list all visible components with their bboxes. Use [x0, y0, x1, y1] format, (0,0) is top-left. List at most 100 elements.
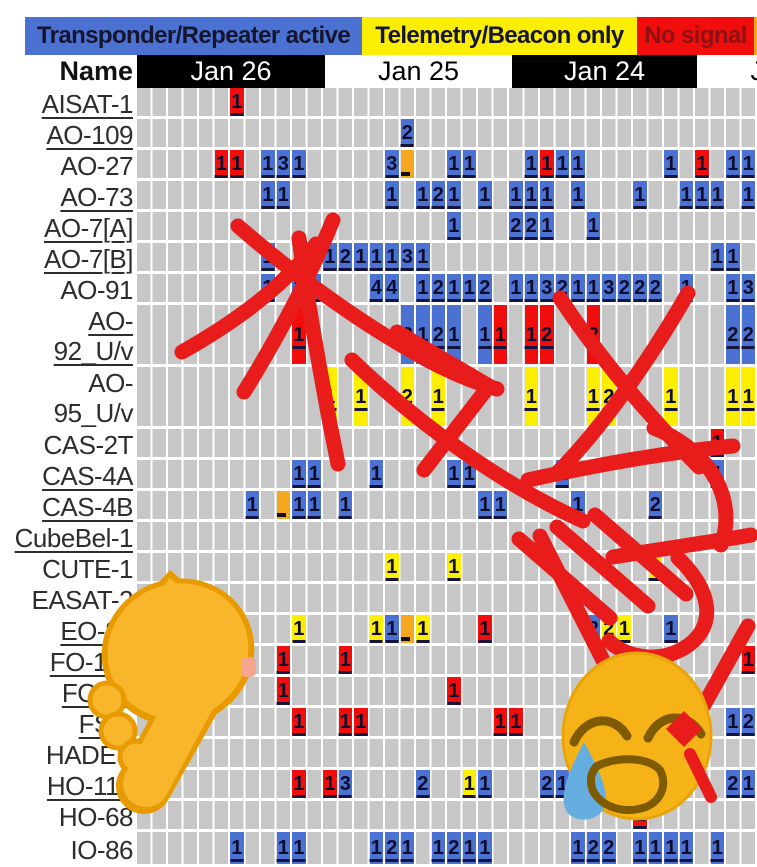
satellite-name-link[interactable]: AO- 92_U/v	[53, 306, 134, 366]
status-cell[interactable]: 1	[462, 832, 476, 864]
status-cell[interactable]: 2	[478, 274, 492, 302]
status-cell[interactable]: 2	[431, 181, 445, 209]
status-cell[interactable]: 2	[648, 491, 662, 519]
status-cell[interactable]: 1	[664, 367, 678, 426]
status-cell[interactable]: 2	[400, 305, 414, 364]
status-cell[interactable]: 1	[493, 305, 507, 364]
status-cell[interactable]: 1	[338, 646, 352, 674]
status-cell[interactable]: 1	[710, 243, 724, 271]
status-cell[interactable]: 1	[695, 181, 709, 209]
status-cell[interactable]: 1	[509, 274, 523, 302]
status-cell[interactable]: 1	[726, 243, 740, 271]
status-cell[interactable]: 1	[571, 832, 585, 864]
status-cell[interactable]: 1	[230, 88, 244, 116]
status-cell[interactable]: 1	[416, 305, 430, 364]
status-cell[interactable]: 1	[276, 181, 290, 209]
status-cell[interactable]: 1	[292, 491, 306, 519]
satellite-name-link[interactable]: CAS-4A	[42, 460, 133, 491]
satellite-name-link[interactable]: FO-29	[61, 677, 134, 708]
status-cell[interactable]: 1	[664, 832, 678, 864]
status-cell[interactable]: 1	[726, 708, 740, 736]
status-cell[interactable]: 2	[447, 832, 461, 864]
status-cell[interactable]: 3	[540, 274, 554, 302]
status-cell[interactable]: 1	[633, 181, 647, 209]
status-cell[interactable]: 1	[447, 150, 461, 178]
status-cell[interactable]: 1	[695, 150, 709, 178]
status-cell[interactable]: 1	[214, 150, 228, 178]
status-cell[interactable]: 2	[385, 832, 399, 864]
status-cell[interactable]: 2	[540, 770, 554, 798]
status-cell[interactable]: 1	[648, 553, 662, 581]
status-cell[interactable]: 1	[292, 832, 306, 864]
status-cell[interactable]: 1	[431, 367, 445, 426]
status-cell[interactable]: 2	[726, 305, 740, 364]
status-cell[interactable]: 1	[478, 305, 492, 364]
status-cell[interactable]: 1	[292, 708, 306, 736]
satellite-name-link[interactable]: AO-7[B]	[44, 243, 133, 274]
status-cell[interactable]: 2	[633, 274, 647, 302]
status-cell[interactable]: 1	[447, 181, 461, 209]
status-cell[interactable]: 1	[664, 150, 678, 178]
status-cell[interactable]: 1	[369, 615, 383, 643]
status-cell[interactable]: 1	[369, 832, 383, 864]
status-cell[interactable]: 1	[245, 491, 259, 519]
status-cell[interactable]: 1	[726, 150, 740, 178]
status-cell[interactable]: 1	[292, 150, 306, 178]
status-cell[interactable]: 1	[307, 460, 321, 488]
status-cell[interactable]: 1	[741, 367, 755, 426]
status-cell[interactable]	[400, 150, 414, 178]
satellite-name-link[interactable]: AO-109	[46, 119, 133, 150]
status-cell[interactable]: 2	[524, 212, 538, 240]
status-cell[interactable]: 1	[447, 677, 461, 705]
status-cell[interactable]: 1	[478, 491, 492, 519]
satellite-name-link[interactable]: AISAT-1	[41, 88, 134, 119]
status-cell[interactable]: 1	[540, 150, 554, 178]
status-cell[interactable]: 1	[416, 615, 430, 643]
status-cell[interactable]: 3	[602, 274, 616, 302]
status-cell[interactable]: 2	[540, 305, 554, 364]
status-cell[interactable]: 1	[431, 832, 445, 864]
status-cell[interactable]: 1	[555, 460, 569, 488]
status-cell[interactable]: 1	[292, 305, 306, 364]
status-cell[interactable]: 3	[400, 243, 414, 271]
status-cell[interactable]: 1	[261, 243, 275, 271]
status-cell[interactable]: 1	[276, 677, 290, 705]
status-cell[interactable]: 1	[555, 150, 569, 178]
satellite-name-link[interactable]: HO-113	[46, 770, 134, 801]
status-cell[interactable]: 1	[462, 460, 476, 488]
status-cell[interactable]: 1	[276, 832, 290, 864]
satellite-name-link[interactable]: FO-118	[49, 646, 134, 677]
status-cell[interactable]: 2	[602, 832, 616, 864]
status-cell[interactable]: 1	[416, 274, 430, 302]
status-cell[interactable]: 1	[524, 274, 538, 302]
status-cell[interactable]: 1	[509, 181, 523, 209]
status-cell[interactable]: 1	[369, 243, 383, 271]
status-cell[interactable]: 1	[276, 646, 290, 674]
status-cell[interactable]: 1	[679, 832, 693, 864]
status-cell[interactable]: 1	[524, 367, 538, 426]
status-cell[interactable]: 1	[524, 150, 538, 178]
status-cell[interactable]: 1	[416, 181, 430, 209]
status-cell[interactable]: 2	[586, 615, 600, 643]
status-cell[interactable]: 1	[292, 274, 306, 302]
status-cell[interactable]: 1	[385, 243, 399, 271]
status-cell[interactable]: 1	[586, 274, 600, 302]
status-cell[interactable]: 1	[571, 274, 585, 302]
status-cell[interactable]: 2	[431, 274, 445, 302]
status-cell[interactable]: 2	[741, 708, 755, 736]
status-cell[interactable]: 2	[586, 832, 600, 864]
status-cell[interactable]: 1	[524, 305, 538, 364]
status-cell[interactable]: 1	[354, 708, 368, 736]
satellite-name-link[interactable]: AO-7[A]	[44, 212, 133, 243]
status-cell[interactable]: 1	[540, 181, 554, 209]
status-cell[interactable]: 1	[230, 832, 244, 864]
status-cell[interactable]: 3	[385, 150, 399, 178]
status-cell[interactable]: 1	[710, 181, 724, 209]
status-cell[interactable]: 1	[633, 832, 647, 864]
status-cell[interactable]: 1	[338, 491, 352, 519]
status-cell[interactable]: 1	[462, 274, 476, 302]
status-cell[interactable]: 1	[478, 832, 492, 864]
status-cell[interactable]: 1	[261, 181, 275, 209]
status-cell[interactable]: 1	[354, 367, 368, 426]
status-cell[interactable]	[400, 615, 414, 643]
